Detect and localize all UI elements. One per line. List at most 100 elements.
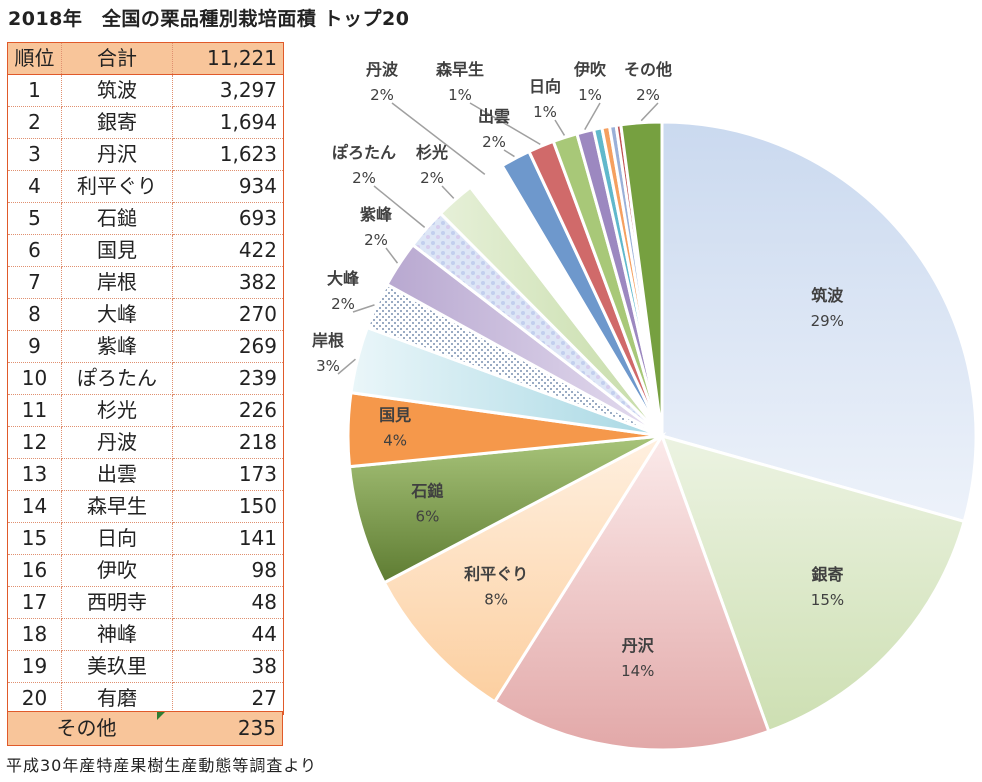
cell-name: 杉光 xyxy=(61,394,173,427)
cell-value: 422 xyxy=(172,234,284,267)
slice-label-name: 銀寄 xyxy=(811,565,843,584)
table-row: 19 美玖里 38 xyxy=(7,650,284,683)
cell-rank: 13 xyxy=(7,458,62,491)
cell-rank: 2 xyxy=(7,106,62,139)
cell-rank: 20 xyxy=(7,682,62,715)
cell-name: 合計 xyxy=(61,42,173,75)
cell-rank: 14 xyxy=(7,490,62,523)
table-row: 15 日向 141 xyxy=(7,522,284,555)
cell-rank: 7 xyxy=(7,266,62,299)
cell-value: 38 xyxy=(172,650,284,683)
other-label: その他 xyxy=(7,711,165,746)
cell-value: 141 xyxy=(172,522,284,555)
cell-rank: 1 xyxy=(7,74,62,107)
cell-value: 98 xyxy=(172,554,284,587)
cell-value: 44 xyxy=(172,618,284,651)
slice-label-name: 丹沢 xyxy=(622,636,655,655)
cell-name: 利平ぐり xyxy=(61,170,173,203)
slice-label-name: 岸根 xyxy=(312,331,344,350)
slice-label-pct: 14% xyxy=(621,662,654,680)
table-row: 13 出雲 173 xyxy=(7,458,284,491)
cell-value: 11,221 xyxy=(172,42,284,75)
table-row: 16 伊吹 98 xyxy=(7,554,284,587)
table-row: 12 丹波 218 xyxy=(7,426,284,459)
table-row: 10 ぽろたん 239 xyxy=(7,362,284,395)
cell-rank: 5 xyxy=(7,202,62,235)
slice-label-pct: 1% xyxy=(533,103,557,121)
other-row: その他 235 xyxy=(7,711,283,746)
cell-comment-marker-icon xyxy=(157,712,165,720)
cell-rank: 15 xyxy=(7,522,62,555)
slice-label-pct: 1% xyxy=(578,86,602,104)
cell-value: 1,694 xyxy=(172,106,284,139)
pie-slice-利平ぐり xyxy=(382,432,667,704)
cell-name: 出雲 xyxy=(61,458,173,491)
cell-rank: 17 xyxy=(7,586,62,619)
slice-label-pct: 8% xyxy=(484,591,508,609)
cell-rank: 順位 xyxy=(7,42,62,75)
cell-value: 3,297 xyxy=(172,74,284,107)
slice-label-name: 国見 xyxy=(379,406,411,425)
table-row: 8 大峰 270 xyxy=(7,298,284,331)
cell-name: 丹沢 xyxy=(61,138,173,171)
cell-rank: 11 xyxy=(7,394,62,427)
leader-line xyxy=(640,102,659,122)
table-row: 5 石鎚 693 xyxy=(7,202,284,235)
leader-line xyxy=(373,185,426,228)
leader-line xyxy=(385,247,399,264)
other-name: その他 xyxy=(56,716,117,740)
pie-slice-丹沢 xyxy=(492,432,771,752)
cell-rank: 4 xyxy=(7,170,62,203)
cell-value: 173 xyxy=(172,458,284,491)
pie-slice-筑波 xyxy=(660,120,978,524)
slice-label-name: 森早生 xyxy=(436,60,484,79)
slice-label-pct: 2% xyxy=(420,169,444,187)
slice-label-pct: 2% xyxy=(482,133,506,151)
cell-value: 239 xyxy=(172,362,284,395)
cell-rank: 8 xyxy=(7,298,62,331)
slice-label-name: 日向 xyxy=(529,77,561,96)
cell-rank: 16 xyxy=(7,554,62,587)
cell-value: 27 xyxy=(172,682,284,715)
table-row: 18 神峰 44 xyxy=(7,618,284,651)
table-row: 14 森早生 150 xyxy=(7,490,284,523)
table-row: 11 杉光 226 xyxy=(7,394,284,427)
other-value: 235 xyxy=(165,711,283,746)
cell-value: 269 xyxy=(172,330,284,363)
pie-slice-その他 xyxy=(619,120,664,437)
table-row: 9 紫峰 269 xyxy=(7,330,284,363)
leader-line xyxy=(554,119,566,136)
cell-rank: 10 xyxy=(7,362,62,395)
chart-title: 2018年 全国の栗品種別栽培面積 トップ20 xyxy=(8,8,410,30)
slice-label-name: 杉光 xyxy=(416,143,448,162)
cell-name: 森早生 xyxy=(61,490,173,523)
cell-name: 美玖里 xyxy=(61,650,173,683)
slice-label-name: 丹波 xyxy=(366,60,399,79)
cell-name: 大峰 xyxy=(61,298,173,331)
slice-label-name: 大峰 xyxy=(327,269,360,288)
cell-name: 西明寺 xyxy=(61,586,173,619)
cell-name: 岸根 xyxy=(61,266,173,299)
slice-label-name: 筑波 xyxy=(811,286,844,305)
cell-value: 218 xyxy=(172,426,284,459)
cell-rank: 19 xyxy=(7,650,62,683)
cell-value: 1,623 xyxy=(172,138,284,171)
cell-name: 丹波 xyxy=(61,426,173,459)
slice-label-pct: 2% xyxy=(636,86,660,104)
leader-line xyxy=(337,358,356,375)
leader-line xyxy=(352,304,375,313)
slice-label-pct: 2% xyxy=(352,169,376,187)
cell-name: 紫峰 xyxy=(61,330,173,363)
cell-value: 48 xyxy=(172,586,284,619)
leader-line xyxy=(584,102,601,130)
cell-value: 382 xyxy=(172,266,284,299)
slice-label-pct: 29% xyxy=(811,312,844,330)
slice-label-pct: 2% xyxy=(370,86,394,104)
table-row: 6 国見 422 xyxy=(7,234,284,267)
table-header-row: 順位 合計 11,221 xyxy=(7,42,284,75)
leader-line xyxy=(469,102,541,146)
pie-slice-石鎚 xyxy=(347,434,663,585)
slice-label-pct: 3% xyxy=(316,357,340,375)
slice-label-name: その他 xyxy=(624,60,672,79)
